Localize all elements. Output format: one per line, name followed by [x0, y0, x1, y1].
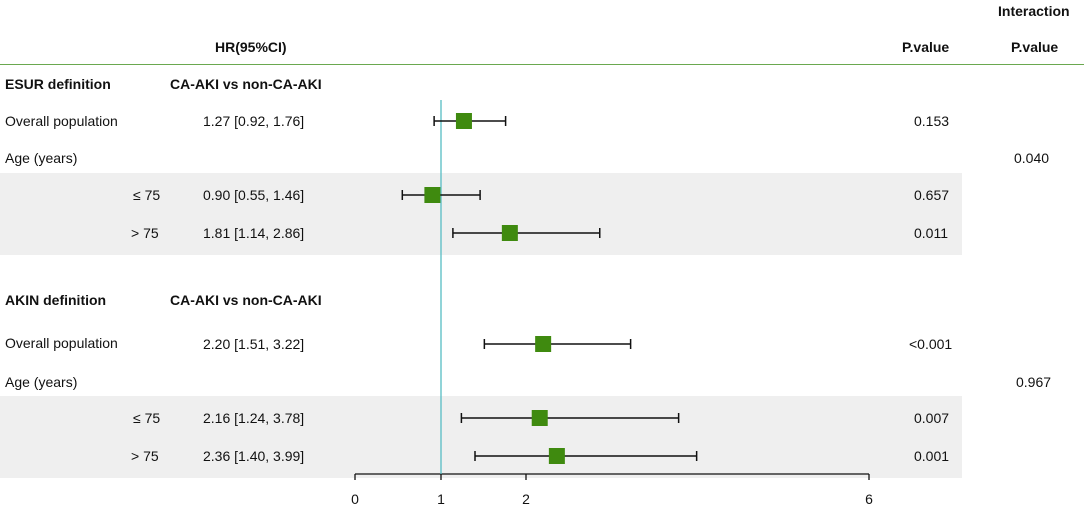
- akin-subgroup-le75-hr: 2.16 [1.24, 3.78]: [203, 410, 305, 426]
- akin-overall-pvalue: <0.001: [909, 336, 953, 352]
- akin-subgroup-le75-label: ≤ 75: [133, 410, 161, 426]
- esur-subgroup-band: [0, 173, 962, 255]
- akin-interaction-pvalue: 0.967: [1016, 374, 1052, 390]
- akin-overall-label: Overall population: [5, 335, 118, 351]
- x-axis-tick-label-0: 0: [351, 491, 359, 507]
- esur-subgroup-gt75-pvalue: 0.011: [914, 225, 948, 241]
- hr-marker-akin-gt75: [548, 448, 565, 464]
- esur-subgroup-gt75-hr: 1.81 [1.14, 2.86]: [203, 225, 305, 241]
- pvalue-column-header: P.value: [902, 39, 950, 55]
- akin-subgroup-gt75-pvalue: 0.001: [914, 448, 950, 464]
- header-rule: [0, 64, 1084, 65]
- hr-marker-akin-le75: [531, 410, 548, 426]
- esur-section-title: ESUR definition: [5, 76, 111, 92]
- interaction-header: Interaction: [998, 3, 1070, 19]
- hr-marker-akin-overall: [535, 336, 552, 352]
- esur-subgroup-le75-pvalue: 0.657: [914, 187, 950, 203]
- akin-subgroup-gt75-label: > 75: [131, 448, 159, 464]
- akin-overall-hr: 2.20 [1.51, 3.22]: [203, 336, 305, 352]
- akin-age-label: Age (years): [5, 374, 78, 390]
- x-axis-tick-label-2: 2: [522, 491, 530, 507]
- hr-marker-esur-le75: [424, 187, 441, 203]
- esur-overall-label: Overall population: [5, 113, 118, 129]
- esur-overall-pvalue: 0.153: [914, 113, 950, 129]
- x-axis-tick-label-1: 1: [437, 491, 445, 507]
- hr-marker-esur-gt75: [501, 225, 518, 241]
- esur-interaction-pvalue: 0.040: [1014, 150, 1050, 166]
- esur-overall-hr: 1.27 [0.92, 1.76]: [203, 113, 305, 129]
- akin-subgroup-le75-pvalue: 0.007: [914, 410, 950, 426]
- hr-marker-esur-overall: [455, 113, 472, 129]
- hr-column-header: HR(95%CI): [215, 39, 287, 55]
- akin-subgroup-band: [0, 396, 962, 478]
- esur-subgroup-le75-hr: 0.90 [0.55, 1.46]: [203, 187, 305, 203]
- esur-subgroup-gt75-label: > 75: [131, 225, 159, 241]
- akin-comparison-label: CA-AKI vs non-CA-AKI: [170, 292, 322, 308]
- esur-comparison-label: CA-AKI vs non-CA-AKI: [170, 76, 322, 92]
- akin-subgroup-gt75-hr: 2.36 [1.40, 3.99]: [203, 448, 305, 464]
- akin-section-title: AKIN definition: [5, 292, 107, 308]
- esur-age-label: Age (years): [5, 150, 78, 166]
- esur-subgroup-le75-label: ≤ 75: [133, 187, 161, 203]
- interaction-pvalue-header: P.value: [1011, 39, 1059, 55]
- x-axis-tick-label-6: 6: [865, 491, 873, 507]
